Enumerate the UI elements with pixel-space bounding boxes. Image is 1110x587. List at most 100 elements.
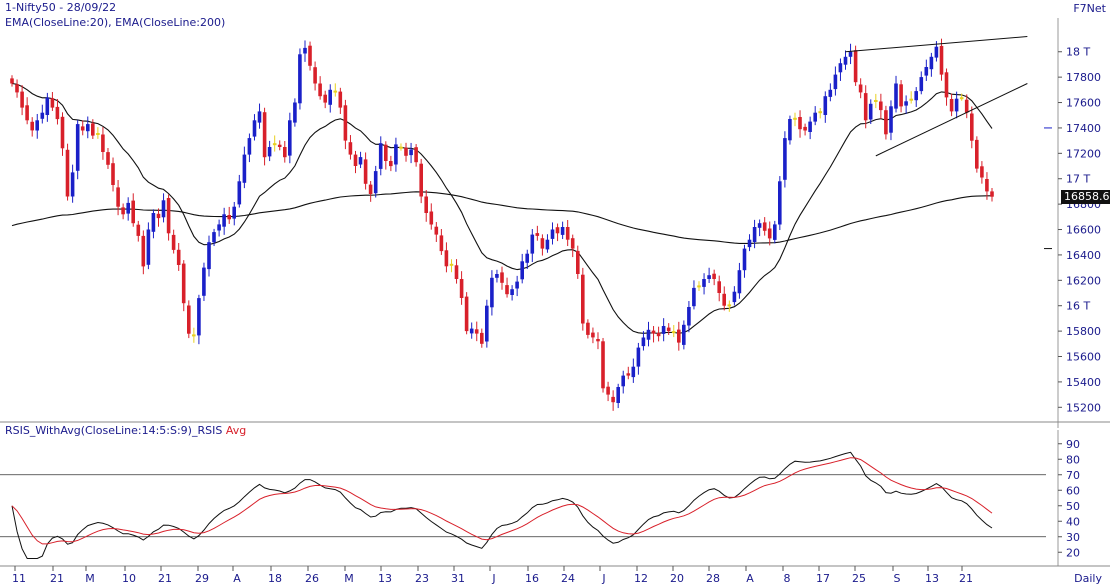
candle-body <box>338 91 343 108</box>
x-tick-label: M <box>344 572 354 585</box>
candle-body <box>581 274 585 324</box>
candle-body <box>894 83 898 109</box>
candle <box>86 116 90 139</box>
candle-body <box>247 138 252 155</box>
candle-body <box>858 84 863 93</box>
candle-body <box>611 396 615 403</box>
trendline-1 <box>845 36 1028 53</box>
candle <box>50 92 55 111</box>
rsi-avg-label: Avg <box>225 424 247 437</box>
candle-body <box>510 289 514 295</box>
candle-body <box>773 224 777 240</box>
candle-body <box>677 329 681 343</box>
candle-body <box>924 67 929 76</box>
candle <box>899 80 903 113</box>
candle-body <box>283 147 287 158</box>
candle-body <box>45 97 50 115</box>
candle-body <box>333 90 338 93</box>
x-tick-label: M <box>85 572 95 585</box>
candle <box>151 209 156 239</box>
candle-body <box>30 121 34 131</box>
candle <box>257 103 262 129</box>
candle-body <box>520 261 524 280</box>
price-tick-label: 16200 <box>1066 274 1101 287</box>
candle <box>717 275 721 302</box>
ema200-line <box>11 191 992 244</box>
candle <box>823 91 828 123</box>
candle <box>500 266 504 290</box>
candle <box>343 99 348 150</box>
last-price-box: 16858.6 <box>1061 190 1110 204</box>
candle <box>520 253 524 284</box>
candle-body <box>298 54 302 104</box>
candle <box>591 327 595 344</box>
candle <box>212 228 216 247</box>
candle-body <box>717 281 721 293</box>
x-tick-label: J <box>491 572 495 585</box>
candle-body <box>954 98 959 112</box>
candle-body <box>348 142 353 155</box>
candle-body <box>207 242 211 270</box>
x-tick-label: 21 <box>959 572 973 585</box>
candle-body <box>586 322 590 335</box>
rsi-tick-label: 40 <box>1066 515 1080 528</box>
candle-body <box>303 47 307 54</box>
candle-body <box>939 45 944 75</box>
candle-body <box>803 126 807 131</box>
candle <box>368 181 373 202</box>
candle <box>313 61 317 91</box>
candle <box>91 119 95 139</box>
candle <box>596 332 600 350</box>
candle-body <box>742 248 747 271</box>
candle <box>707 267 711 283</box>
candle <box>838 58 843 81</box>
x-tick-label: J <box>601 572 605 585</box>
candle <box>414 144 418 167</box>
candle-body <box>166 198 171 234</box>
candle <box>439 229 444 255</box>
candle <box>485 299 489 348</box>
candle-body <box>490 277 494 308</box>
candle-body <box>323 94 327 103</box>
candle <box>55 98 60 125</box>
candle-body <box>621 375 625 387</box>
candle-body <box>515 281 519 289</box>
candle <box>424 190 428 222</box>
x-tick-label: 13 <box>925 572 939 585</box>
candle-body <box>181 263 186 304</box>
candle-body <box>692 287 696 307</box>
candle-body <box>702 279 706 287</box>
candle <box>96 127 100 139</box>
rsi-series-label: RSIS_WithAvg(CloseLine:14:5:S:9)_RSIS <box>5 424 223 437</box>
candle-body <box>899 84 903 107</box>
candle-body <box>682 324 686 345</box>
candle-body <box>136 224 141 236</box>
candle <box>262 107 267 166</box>
candle-body <box>55 106 60 120</box>
candle <box>666 323 671 335</box>
candle-body <box>378 143 383 169</box>
candle <box>146 222 151 270</box>
indicator-legend: EMA(CloseLine:20), EMA(CloseLine:200) <box>5 16 226 29</box>
candle <box>490 270 494 316</box>
candle-body <box>838 63 843 73</box>
candle <box>778 176 782 231</box>
candle <box>788 115 792 145</box>
price-tick-label: 16600 <box>1066 224 1101 237</box>
candle-body <box>985 179 989 192</box>
candle-body <box>727 304 732 307</box>
candle <box>687 301 691 333</box>
candle <box>894 75 898 113</box>
candle-body <box>343 105 348 141</box>
candle-body <box>818 111 822 114</box>
candle <box>80 120 85 136</box>
candle <box>474 321 479 342</box>
candle-body <box>833 74 838 90</box>
candle-body <box>429 211 434 225</box>
candle-body <box>975 139 979 169</box>
rsi-panel: 90 80 70 60 50 40 30 20 <box>0 430 1080 566</box>
candle-body <box>242 154 247 183</box>
candle-body <box>96 133 100 135</box>
candle <box>803 123 807 136</box>
candle <box>515 275 519 297</box>
